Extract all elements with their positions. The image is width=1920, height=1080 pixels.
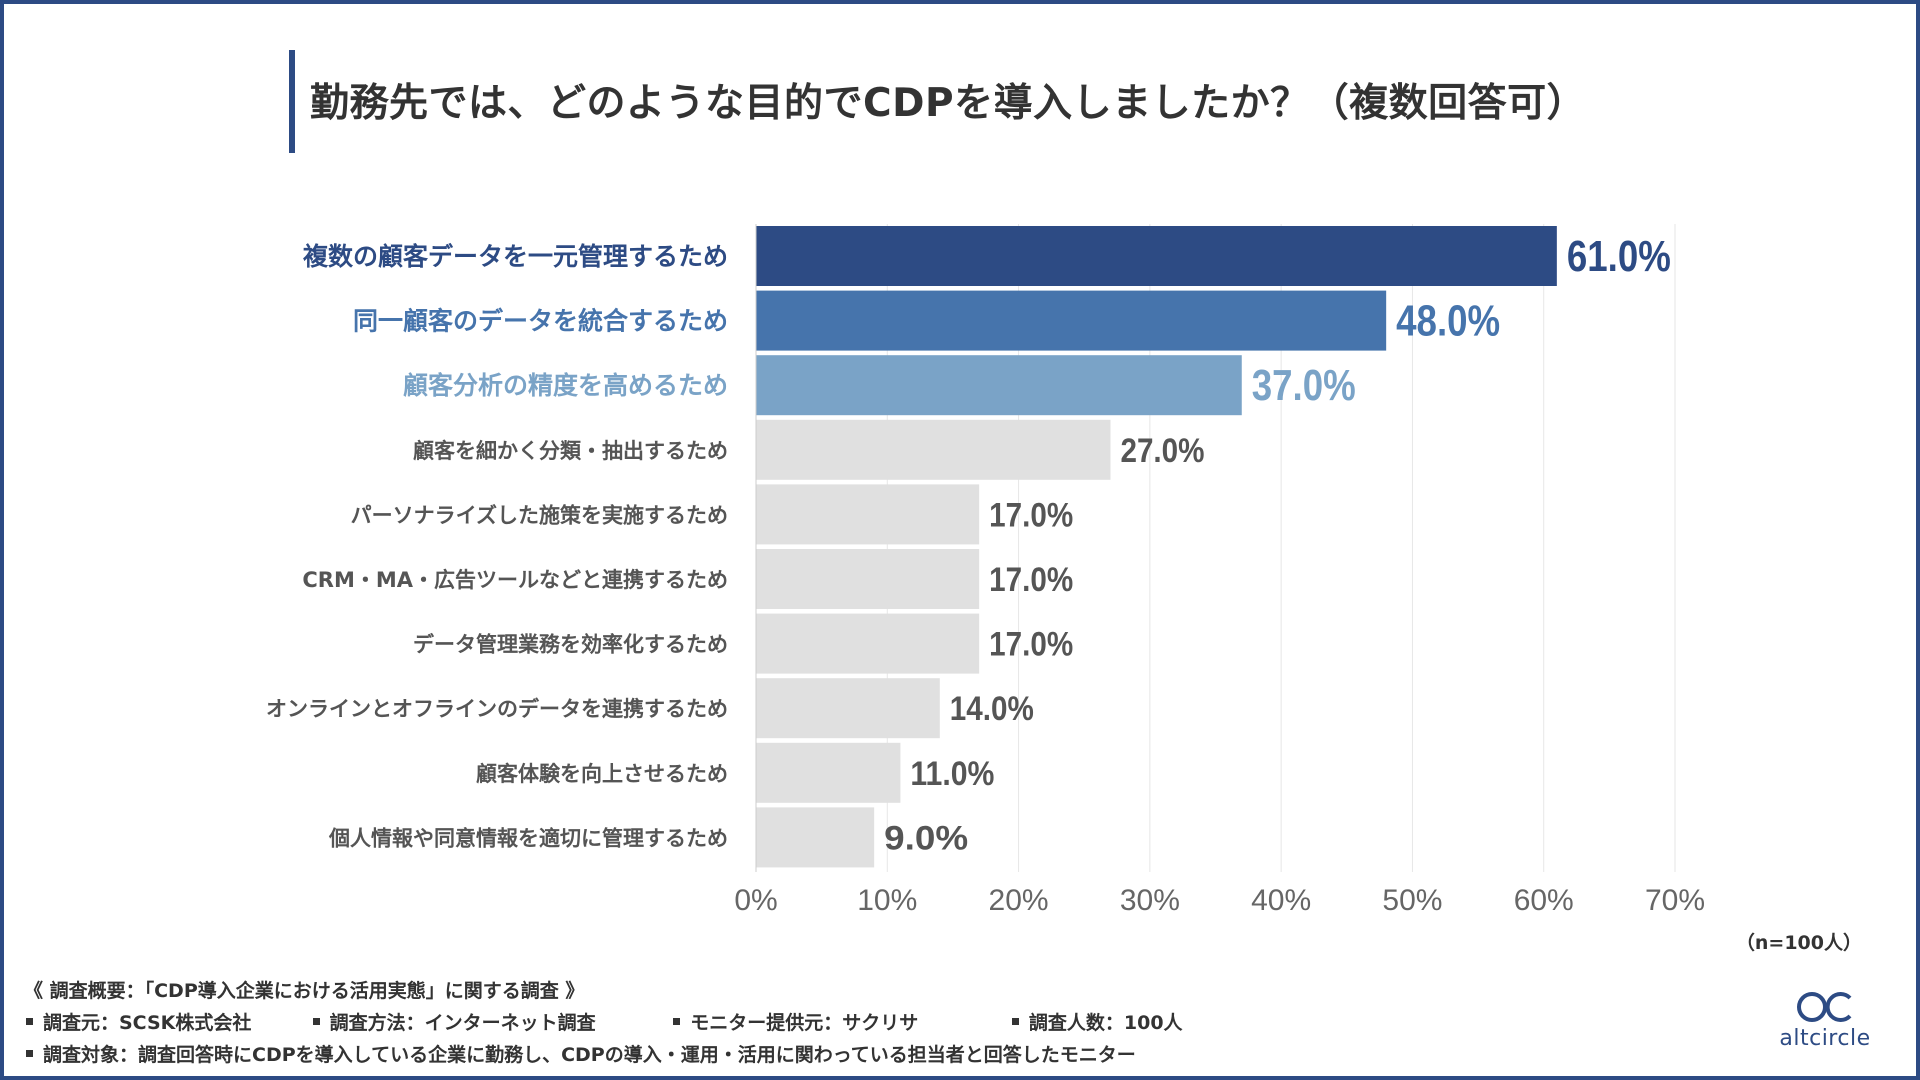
survey-target-row: 調査対象：調査回答時にCDPを導入している企業に勤務し、CDPの導入・運用・活用… — [24, 1039, 1183, 1071]
x-tick-label: 10% — [857, 884, 917, 917]
x-tick-label: 30% — [1120, 884, 1180, 917]
bar — [756, 807, 875, 868]
category-label: データ管理業務を効率化するため — [413, 633, 728, 657]
survey-info-row: 調査元：SCSK株式会社 調査方法：インターネット調査 モニター提供元：サクリサ… — [24, 1007, 1183, 1039]
data-label: 17.0% — [989, 561, 1073, 599]
logo-text: altcircle — [1779, 1026, 1871, 1051]
survey-monitor-provider: モニター提供元：サクリサ — [671, 1007, 1003, 1039]
category-label: 個人情報や同意情報を適切に管理するため — [328, 826, 728, 850]
x-tick-label: 40% — [1251, 884, 1311, 917]
bar — [756, 549, 980, 609]
data-label: 9.0% — [884, 819, 968, 857]
survey-summary: 《 調査概要：「CDP導入企業における活用実態」に関する調査 》 — [24, 980, 585, 1002]
x-tick-label: 50% — [1382, 884, 1442, 917]
chart-title: 勤務先では、どのような目的でCDPを導入しましたか？（複数回答可） — [310, 81, 1587, 126]
bar — [756, 613, 980, 674]
bar — [756, 742, 901, 803]
altcircle-logo-icon — [1797, 992, 1852, 1022]
data-label: 17.0% — [989, 626, 1073, 664]
bar — [756, 678, 940, 739]
data-label: 61.0% — [1567, 232, 1671, 281]
category-label: 同一顧客のデータを統合するため — [353, 307, 728, 336]
bullet-icon — [26, 1050, 33, 1057]
altcircle-logo: altcircle — [1770, 990, 1880, 1051]
bar — [756, 290, 1387, 351]
category-label: 顧客を細かく分類・抽出するため — [413, 439, 728, 463]
data-label: 48.0% — [1396, 297, 1500, 346]
bar — [756, 484, 980, 545]
bullet-icon — [1011, 1018, 1019, 1025]
data-label: 17.0% — [989, 496, 1073, 534]
survey-source: 調査元：SCSK株式会社 — [24, 1007, 304, 1039]
data-label: 14.0% — [950, 690, 1034, 728]
data-label: 37.0% — [1252, 361, 1356, 410]
x-tick-label: 60% — [1514, 884, 1574, 917]
bar — [756, 355, 1242, 416]
title-accent-bar — [289, 50, 295, 153]
category-label: CRM・MA・広告ツールなどと連携するため — [302, 568, 728, 592]
category-label: オンラインとオフラインのデータを連携するため — [266, 697, 728, 721]
bar — [756, 226, 1557, 286]
sample-size-note: （n=100人） — [1735, 932, 1862, 954]
category-label: 顧客体験を向上させるため — [476, 762, 728, 786]
category-label: 顧客分析の精度を高めるため — [403, 371, 728, 400]
survey-footer: 《 調査概要：「CDP導入企業における活用実態」に関する調査 》 調査元：SCS… — [24, 975, 1183, 1071]
data-label: 27.0% — [1120, 432, 1204, 470]
bullet-icon — [673, 1018, 681, 1025]
x-tick-label: 20% — [989, 884, 1049, 917]
survey-method: 調査方法：インターネット調査 — [311, 1007, 665, 1039]
bullet-icon — [312, 1018, 320, 1025]
x-tick-label: 70% — [1645, 884, 1705, 917]
category-label: パーソナライズした施策を実施するため — [351, 503, 728, 527]
x-tick-label: 0% — [734, 884, 777, 917]
survey-count: 調査人数：100人 — [1010, 1007, 1183, 1039]
bar — [756, 419, 1111, 480]
bullet-icon — [26, 1018, 33, 1025]
data-label: 11.0% — [910, 755, 994, 793]
category-label: 複数の顧客データを一元管理するため — [303, 242, 728, 271]
